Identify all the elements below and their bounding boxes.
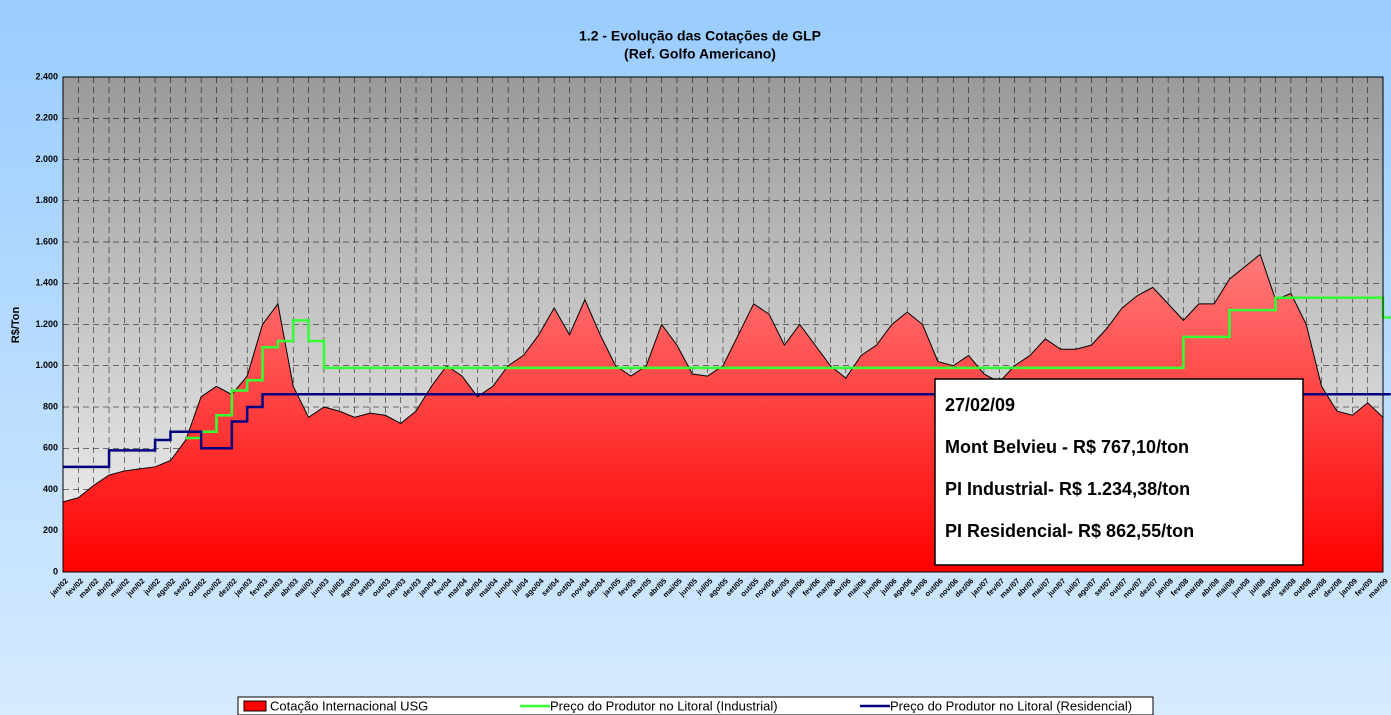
y-tick-label: 800 <box>43 401 58 411</box>
annotation: 27/02/09 <box>945 395 1015 415</box>
y-tick-label: 0 <box>53 566 58 576</box>
chart-title: 1.2 - Evolução das Cotações de GLP <box>579 28 821 44</box>
y-tick-label: 1.400 <box>35 278 58 288</box>
y-tick-label: 1.600 <box>35 236 58 246</box>
legend-swatch <box>243 700 267 712</box>
y-tick-label: 2.200 <box>35 113 58 123</box>
y-tick-label: 400 <box>43 484 58 494</box>
legend-label: Preço do Produtor no Litoral (Residencia… <box>890 698 1132 713</box>
y-tick-label: 2.000 <box>35 154 58 164</box>
step-line <box>185 296 1391 440</box>
chart-subtitle: (Ref. Golfo Americano) <box>624 46 776 62</box>
legend-label: Preço do Produtor no Litoral (Industrial… <box>550 698 778 713</box>
legend-box <box>237 696 1154 715</box>
y-tick-label: 2.400 <box>35 71 58 81</box>
y-tick-label: 1.800 <box>35 195 58 205</box>
y-tick-label: 1.200 <box>35 319 58 329</box>
y-tick-label: 600 <box>43 443 58 453</box>
y-tick-label: 1.000 <box>35 360 58 370</box>
annotation: PI Residencial- R$ 862,55/ton <box>945 521 1194 541</box>
annotation: Mont Belvieu - R$ 767,10/ton <box>945 437 1189 457</box>
y-tick-label: 200 <box>43 525 58 535</box>
y-axis-label: R$/Ton <box>10 306 22 343</box>
legend-label: Cotação Internacional USG <box>270 698 428 713</box>
annotation-box <box>934 378 1304 566</box>
annotation: PI Industrial- R$ 1.234,38/ton <box>945 479 1190 499</box>
plot-border <box>62 76 1384 573</box>
